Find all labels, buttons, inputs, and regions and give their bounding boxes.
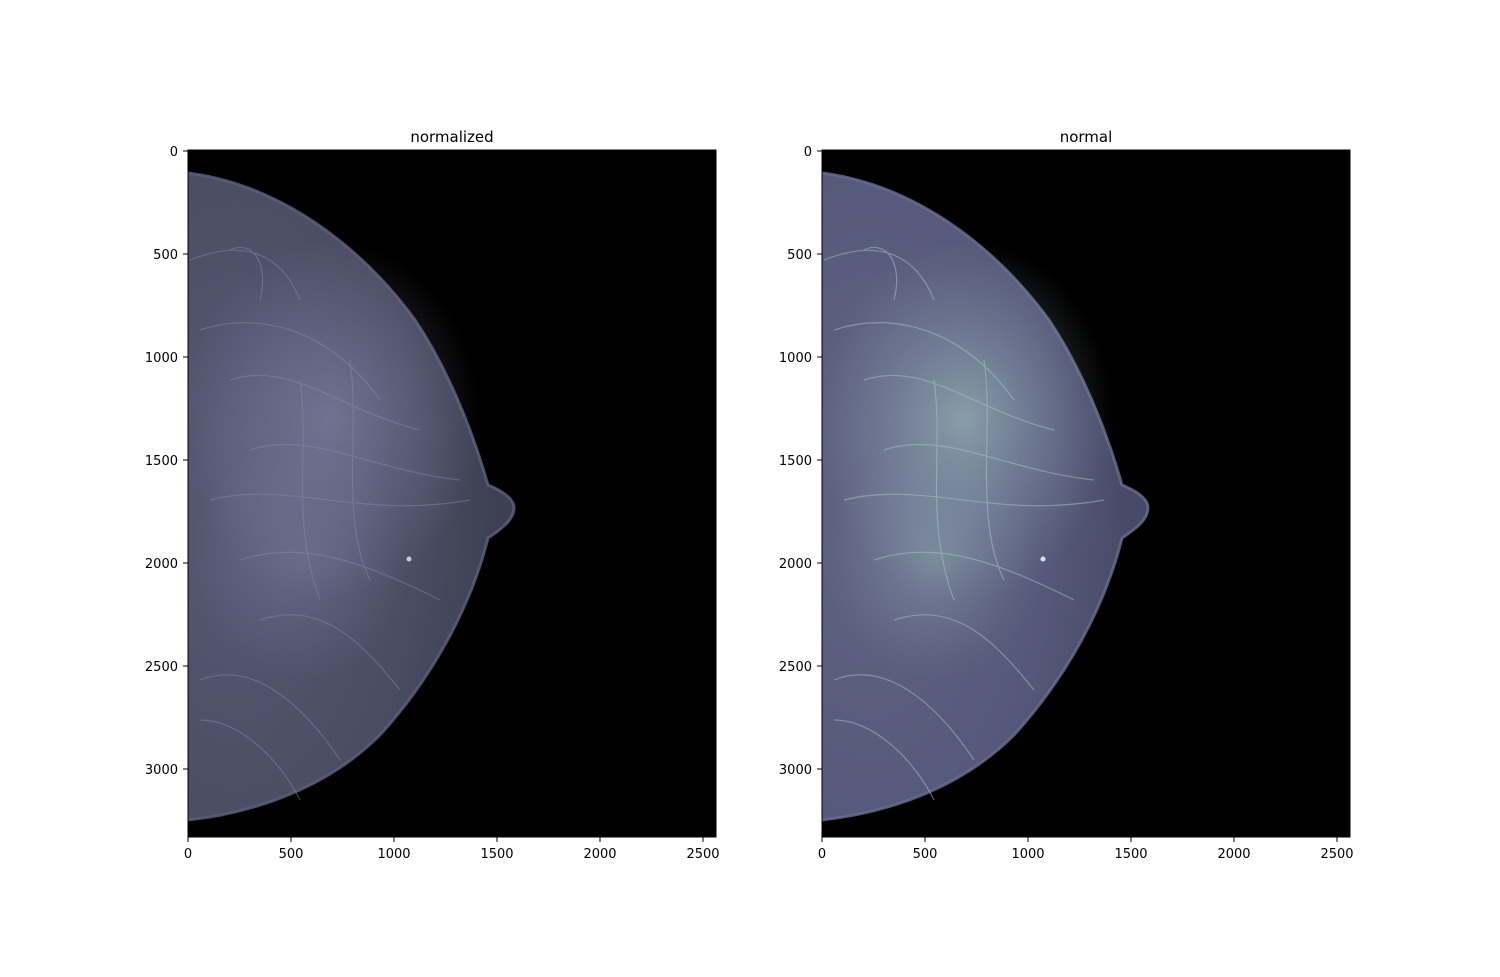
y-tick-label: 2000	[145, 557, 178, 572]
y-tick-label: 1000	[145, 351, 178, 366]
panel-normal: normal	[779, 128, 1354, 862]
x-tick-label: 500	[279, 847, 304, 862]
y-tick-label: 500	[787, 248, 812, 263]
x-axis: 0 500 1000 1500 2000 2500	[184, 837, 720, 862]
calcification-dot	[1040, 556, 1046, 562]
x-tick-label: 0	[184, 847, 192, 862]
y-tick-label: 1500	[779, 454, 812, 469]
y-tick-label: 2500	[779, 660, 812, 675]
image-area	[188, 150, 716, 837]
panel-title: normal	[1060, 128, 1113, 146]
y-tick-label: 500	[153, 248, 178, 263]
x-tick-label: 2000	[583, 847, 616, 862]
y-tick-label: 0	[170, 145, 178, 160]
y-tick-label: 2500	[145, 660, 178, 675]
axes-frame	[821, 149, 1351, 838]
y-tick-label: 3000	[779, 763, 812, 778]
x-tick-label: 1500	[1114, 847, 1147, 862]
y-axis: 0 500 1000 1500 2000 2500 3000	[145, 145, 188, 778]
calcification-dot	[406, 556, 412, 562]
x-tick-label: 1000	[1011, 847, 1044, 862]
tissue-fibers	[823, 246, 1105, 801]
panel-normalized: normalized	[145, 128, 720, 862]
y-tick-label: 1500	[145, 454, 178, 469]
x-tick-label: 500	[913, 847, 938, 862]
x-tick-label: 2500	[1320, 847, 1353, 862]
x-tick-label: 1500	[480, 847, 513, 862]
y-tick-label: 1000	[779, 351, 812, 366]
x-tick-label: 1000	[377, 847, 410, 862]
axes-frame	[187, 149, 717, 838]
image-area	[822, 150, 1350, 837]
x-tick-label: 2000	[1217, 847, 1250, 862]
x-tick-label: 0	[818, 847, 826, 862]
y-tick-label: 3000	[145, 763, 178, 778]
x-tick-label: 2500	[686, 847, 719, 862]
y-tick-label: 0	[804, 145, 812, 160]
tissue-fibers	[189, 246, 471, 801]
y-axis: 0 500 1000 1500 2000 2500 3000	[779, 145, 822, 778]
y-tick-label: 2000	[779, 557, 812, 572]
x-axis: 0 500 1000 1500 2000 2500	[818, 837, 1354, 862]
panel-title: normalized	[410, 128, 493, 146]
